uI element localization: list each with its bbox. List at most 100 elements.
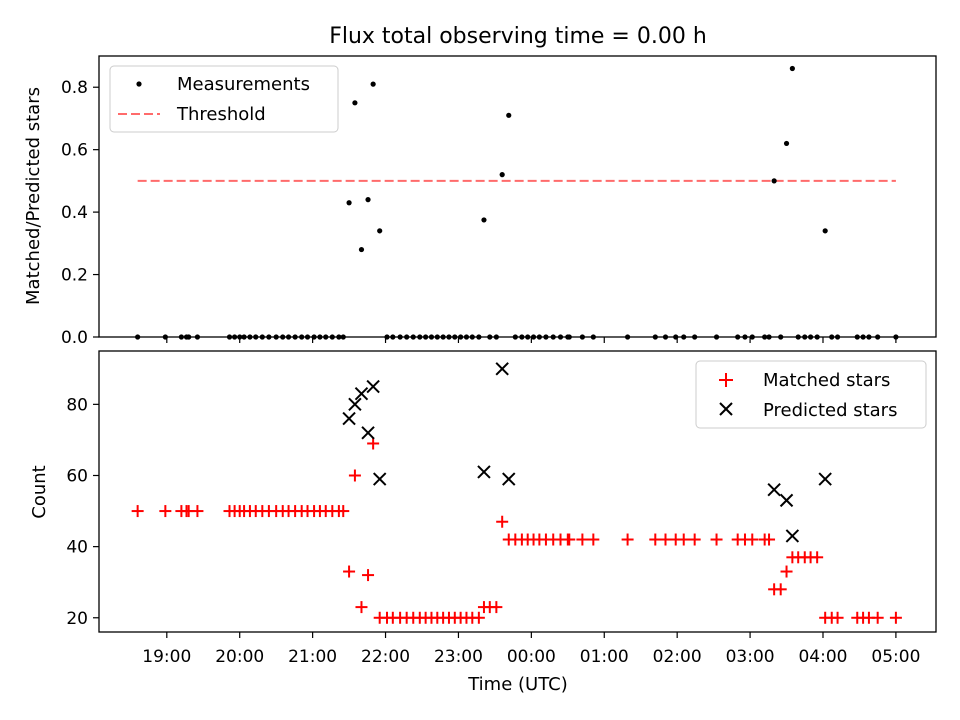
bottom-x-tick-label: 04:00 xyxy=(798,647,847,667)
bottom-panel-frame xyxy=(98,350,937,633)
bottom-plot-area xyxy=(131,362,902,624)
matched-star-point xyxy=(710,533,723,546)
matched-star-point xyxy=(348,469,361,482)
predicted-star-point xyxy=(361,426,375,440)
predicted-star-point xyxy=(785,529,800,543)
legend-measurements-marker xyxy=(136,81,142,87)
matched-star-point xyxy=(563,533,576,546)
matched-star-point xyxy=(490,601,503,614)
bottom-legend-box xyxy=(695,360,927,429)
measurement-point xyxy=(499,172,505,178)
predicted-star-point xyxy=(342,411,356,426)
matched-star-point xyxy=(763,533,776,546)
predicted-star-point xyxy=(477,465,491,479)
bottom-x-tick-label: 23:00 xyxy=(434,647,483,667)
bottom-y-tick-label: 60 xyxy=(66,466,88,486)
bottom-x-tick-label: 00:00 xyxy=(507,647,556,667)
measurement-point xyxy=(352,100,358,106)
bottom-y-tick-label: 80 xyxy=(66,395,88,415)
matched-star-point xyxy=(780,565,793,578)
bottom-x-tick-label: 19:00 xyxy=(142,647,191,667)
matched-star-point xyxy=(746,533,759,546)
bottom-x-tick-label: 05:00 xyxy=(871,647,920,667)
predicted-star-point xyxy=(502,472,516,486)
legend-predicted-label: Predicted stars xyxy=(763,400,897,421)
matched-star-point xyxy=(621,533,634,546)
legend-matched-label: Matched stars xyxy=(763,370,890,391)
bottom-x-tick-label: 03:00 xyxy=(726,647,775,667)
top-plot-area xyxy=(135,65,899,340)
bottom-panel: 20 40 60 80 19:00 20:00 21:00 22:00 23:00 00:00 0… xyxy=(29,350,937,695)
predicted-star-point xyxy=(495,362,509,376)
top-y-tick-label: 0.8 xyxy=(61,78,88,98)
measurement-point xyxy=(822,228,828,234)
matched-star-point xyxy=(871,611,884,624)
top-legend-box xyxy=(109,65,339,133)
bottom-legend: Matched stars Predicted stars xyxy=(695,360,927,429)
predicted-star-point xyxy=(779,493,794,508)
matched-star-point xyxy=(677,533,690,546)
matched-star-point xyxy=(587,533,600,546)
top-panel-frame xyxy=(98,55,937,338)
legend-matched-marker xyxy=(719,373,733,387)
measurement-point xyxy=(365,197,371,203)
measurement-point xyxy=(481,217,487,223)
predicted-star-point xyxy=(767,483,781,497)
top-y-tick-label: 0.6 xyxy=(61,141,88,161)
bottom-x-tick-label: 20:00 xyxy=(215,647,264,667)
measurement-point xyxy=(506,112,512,118)
bottom-y-axis: 20 40 60 80 xyxy=(66,395,99,629)
matched-star-point xyxy=(343,565,356,578)
matched-star-point xyxy=(889,611,902,624)
top-y-tick-label: 0.4 xyxy=(61,203,88,223)
legend-threshold-label: Threshold xyxy=(176,104,266,125)
bottom-x-tick-label: 21:00 xyxy=(288,647,337,667)
predicted-star-point xyxy=(372,472,387,486)
matched-star-point xyxy=(831,611,844,624)
matched-star-point xyxy=(367,437,380,450)
matched-star-point xyxy=(649,533,662,546)
bottom-x-axis: 19:00 20:00 21:00 22:00 23:00 00:00 01:00 02:00… xyxy=(142,632,920,667)
measurement-point xyxy=(346,200,352,206)
bottom-y-tick-label: 20 xyxy=(66,609,88,629)
predicted-star-point xyxy=(818,472,832,486)
bottom-x-tick-label: 01:00 xyxy=(580,647,629,667)
measurement-point xyxy=(370,81,376,87)
predicted-star-point xyxy=(348,397,362,412)
bottom-x-tick-label: 22:00 xyxy=(361,647,410,667)
top-y-tick-label: 0.2 xyxy=(61,266,88,286)
matched-star-point xyxy=(688,533,701,546)
measurement-point xyxy=(789,65,795,72)
bottom-y-axis-label: Count xyxy=(29,465,50,518)
measurement-point xyxy=(771,178,777,184)
bottom-x-tick-label: 02:00 xyxy=(653,647,702,667)
top-y-axis: 0.0 0.2 0.4 0.6 0.8 xyxy=(61,78,99,348)
matched-star-point xyxy=(774,583,787,596)
predicted-star-point xyxy=(366,379,380,394)
matched-star-point xyxy=(472,611,485,624)
top-legend: Measurements Threshold xyxy=(109,65,339,133)
matched-star-point xyxy=(191,505,204,518)
top-y-tick-label: 0.0 xyxy=(61,328,88,348)
top-panel-title: Flux total observing time = 0.00 h xyxy=(329,24,707,49)
matched-star-point xyxy=(659,533,672,546)
measurement-point xyxy=(783,140,790,147)
top-x-tick-marks xyxy=(166,337,897,343)
legend-measurements-label: Measurements xyxy=(177,74,310,95)
matched-star-point xyxy=(576,533,589,546)
matched-star-point xyxy=(362,569,375,582)
matched-star-point xyxy=(159,505,172,518)
measurement-point xyxy=(358,246,365,253)
predicted-star-point xyxy=(354,386,369,401)
bottom-x-axis-label: Time (UTC) xyxy=(467,674,568,695)
bottom-y-tick-label: 40 xyxy=(66,538,88,558)
matched-star-point xyxy=(811,551,824,564)
matched-star-point xyxy=(131,505,144,518)
matched-star-point xyxy=(337,505,350,518)
matched-star-point xyxy=(496,515,509,528)
top-y-axis-label: Matched/Predicted stars xyxy=(23,87,44,305)
measurement-point xyxy=(377,228,383,234)
matched-star-point xyxy=(355,601,368,614)
legend-predicted-marker xyxy=(719,402,733,416)
